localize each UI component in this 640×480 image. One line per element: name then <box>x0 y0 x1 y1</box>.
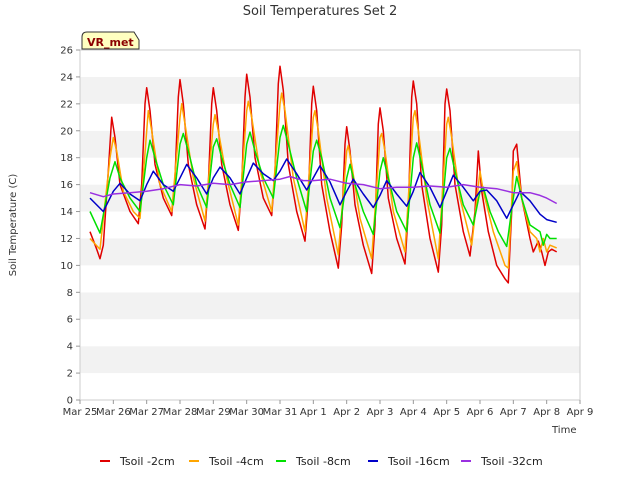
series-line-tsoil-32cm <box>89 175 558 205</box>
series-lines <box>89 65 558 284</box>
grid-band <box>80 265 580 293</box>
legend-label-tsoil-2cm: Tsoil -2cm <box>119 455 175 468</box>
y-axis-label: Soil Temperature (C) <box>8 174 19 277</box>
y-tick-label: 18 <box>60 153 73 164</box>
legend-label-tsoil-8cm: Tsoil -8cm <box>295 455 351 468</box>
x-tick-label: Mar 28 <box>163 407 198 418</box>
legend-label-tsoil-16cm: Tsoil -16cm <box>387 455 450 468</box>
x-tick-label: Mar 31 <box>263 407 298 418</box>
x-tick-label: Apr 9 <box>567 407 594 418</box>
y-tick-label: 4 <box>67 342 73 353</box>
x-axis-label: Time <box>551 425 576 436</box>
grid-bands <box>80 50 580 400</box>
x-tick-label: Mar 27 <box>129 407 164 418</box>
x-tick-label: Apr 6 <box>467 407 494 418</box>
chart-title: Soil Temperatures Set 2 <box>243 4 398 19</box>
y-tick-label: 8 <box>67 288 73 299</box>
series-line-tsoil-16cm <box>89 158 557 224</box>
x-tick-label: Mar 26 <box>96 407 131 418</box>
grid-band <box>80 130 580 158</box>
x-tick-label: Apr 4 <box>400 407 427 418</box>
x-tick-label: Apr 8 <box>533 407 560 418</box>
grid-band <box>80 292 580 320</box>
grid-band <box>80 346 580 374</box>
plot-frame <box>79 49 581 401</box>
grid-band <box>80 50 580 77</box>
y-tick-label: 10 <box>60 261 73 272</box>
y-tick-label: 2 <box>67 369 73 380</box>
y-tick-label: 20 <box>60 126 73 137</box>
station-badge-label: VR_met <box>87 36 134 49</box>
x-tick-label: Mar 30 <box>229 407 264 418</box>
y-tick-label: 22 <box>60 99 73 110</box>
series-line-tsoil-4cm <box>89 92 557 269</box>
y-tick-label: 14 <box>60 207 73 218</box>
y-tick-label: 26 <box>60 46 73 57</box>
grid-band <box>80 103 580 131</box>
station-badge: VR_met <box>81 31 140 50</box>
station-badge-shape <box>81 31 140 50</box>
x-tick-label: Apr 5 <box>433 407 460 418</box>
y-tick-label: 24 <box>60 72 73 83</box>
x-tick-label: Apr 7 <box>500 407 527 418</box>
y-tick-label: 12 <box>60 234 73 245</box>
series-line-tsoil-8cm <box>89 124 557 248</box>
y-tick-label: 16 <box>60 180 73 191</box>
x-tick-label: Mar 25 <box>63 407 98 418</box>
x-tick-label: Apr 1 <box>300 407 327 418</box>
grid-band <box>80 373 580 400</box>
grid-band <box>80 157 580 185</box>
legend: Tsoil -2cm Tsoil -4cm Tsoil -8cm Tsoil -16c… <box>100 455 543 468</box>
legend-label-tsoil-32cm: Tsoil -32cm <box>480 455 543 468</box>
x-tick-label: Apr 3 <box>367 407 394 418</box>
y-tick-label: 6 <box>67 315 73 326</box>
grid-band <box>80 319 580 347</box>
x-tick-label: Apr 2 <box>333 407 360 418</box>
y-tick-label: 0 <box>67 396 73 407</box>
legend-label-tsoil-4cm: Tsoil -4cm <box>208 455 264 468</box>
x-tick-label: Mar 29 <box>196 407 231 418</box>
grid-band <box>80 76 580 104</box>
